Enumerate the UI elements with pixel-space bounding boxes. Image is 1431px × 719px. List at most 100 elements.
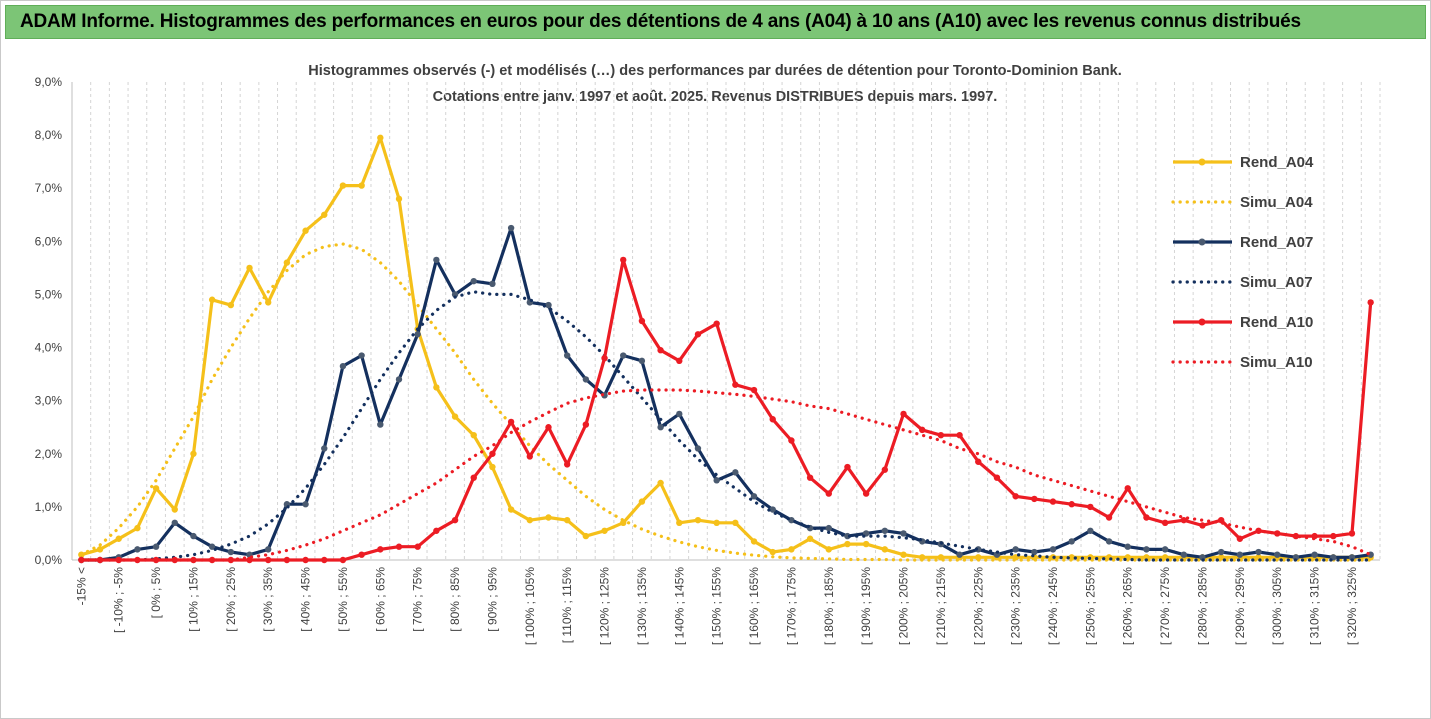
data-point-rend-a10 (96, 556, 104, 564)
x-tick-label: [ 90% ; 95% (485, 567, 499, 632)
data-point-rend-a04 (620, 519, 627, 527)
data-point-rend-a07 (1217, 548, 1225, 556)
data-point-rend-a04 (321, 211, 328, 218)
data-point-rend-a04 (227, 301, 235, 309)
data-point-rend-a07 (470, 277, 477, 285)
data-point-rend-a07 (1031, 548, 1038, 556)
data-point-rend-a07 (900, 530, 907, 537)
data-point-rend-a07 (1274, 551, 1281, 558)
data-point-rend-a10 (769, 416, 776, 423)
legend-label-simu-a10: Simu_A10 (1240, 354, 1313, 371)
x-tick-label: [ 40% ; 45% (299, 567, 313, 632)
data-point-rend-a10 (750, 386, 758, 394)
data-point-rend-a07 (582, 376, 590, 383)
data-point-rend-a04 (152, 485, 160, 492)
data-point-rend-a07 (1012, 546, 1019, 553)
x-tick-label: [ 190% ; 195% (859, 567, 873, 645)
data-point-rend-a04 (96, 546, 104, 553)
x-tick-label: [ 290% ; 295% (1233, 567, 1247, 645)
x-tick-label: [ 260% ; 265% (1121, 567, 1135, 645)
data-point-rend-a10 (507, 418, 515, 426)
data-point-rend-a10 (937, 431, 945, 439)
data-point-rend-a10 (265, 556, 272, 564)
data-point-rend-a04 (601, 527, 608, 534)
data-point-rend-a07 (1143, 546, 1150, 553)
data-point-rend-a04 (694, 516, 702, 524)
data-point-rend-a04 (545, 514, 552, 521)
data-point-rend-a10 (657, 347, 664, 354)
x-tick-label: [ 300% ; 305% (1270, 567, 1284, 645)
data-point-rend-a10 (713, 320, 720, 327)
data-point-rend-a07 (171, 519, 178, 527)
data-point-rend-a07 (1236, 551, 1244, 558)
data-point-rend-a10 (825, 490, 832, 497)
data-point-rend-a10 (1292, 532, 1300, 540)
data-point-rend-a04 (115, 535, 122, 542)
data-point-rend-a07 (433, 256, 440, 264)
data-point-rend-a07 (638, 357, 646, 365)
data-point-rend-a10 (395, 543, 403, 550)
data-point-rend-a07 (825, 524, 832, 532)
data-point-rend-a07 (1087, 527, 1094, 534)
data-point-rend-a07 (395, 376, 403, 383)
legend-label-rend-a07: Rend_A07 (1240, 234, 1313, 251)
data-point-rend-a07 (152, 543, 160, 550)
x-tick-label: [ 70% ; 75% (411, 567, 425, 632)
chart-subtitle-line2: Cotations entre janv. 1997 et août. 2025… (433, 89, 998, 105)
data-point-rend-a04 (881, 546, 889, 553)
data-point-rend-a10 (1124, 485, 1131, 492)
legend-marker-rend-a07 (1198, 238, 1206, 246)
data-point-rend-a10 (489, 450, 496, 457)
y-tick-label: 5,0% (35, 287, 63, 301)
x-tick-label: [ 320% ; 325% (1345, 567, 1359, 645)
x-tick-label: [ -10% ; -5% (112, 567, 126, 633)
data-point-rend-a07 (563, 352, 571, 359)
report-banner: ADAM Informe. Histogrammes des performan… (5, 5, 1426, 39)
x-tick-label: [ 120% ; 125% (598, 567, 612, 645)
data-point-rend-a07 (676, 410, 683, 418)
x-tick-label: [ 160% ; 165% (747, 567, 761, 645)
data-point-rend-a10 (582, 421, 590, 428)
data-point-rend-a04 (395, 195, 403, 203)
data-point-rend-a04 (657, 479, 664, 487)
data-point-rend-a10 (377, 546, 384, 553)
data-point-rend-a07 (507, 224, 515, 232)
data-point-rend-a07 (694, 445, 702, 452)
data-point-rend-a04 (265, 299, 272, 306)
series-line-rend-a10 (81, 258, 1373, 562)
data-point-rend-a04 (470, 431, 477, 439)
x-tick-label: [ 240% ; 245% (1046, 567, 1060, 645)
x-tick-label: [ 170% ; 175% (784, 567, 798, 645)
data-point-rend-a07 (451, 291, 459, 298)
data-point-rend-a10 (563, 461, 571, 468)
data-point-rend-a04 (451, 413, 459, 420)
x-tick-label: [ 230% ; 235% (1009, 567, 1023, 645)
x-tick-label: [ 20% ; 25% (224, 567, 238, 632)
data-point-rend-a10 (526, 453, 533, 460)
x-tick-label: [ 180% ; 185% (822, 567, 836, 645)
y-tick-label: 9,0% (35, 75, 63, 89)
legend-label-rend-a10: Rend_A10 (1240, 314, 1313, 331)
data-point-rend-a10 (152, 556, 160, 564)
data-point-rend-a10 (470, 474, 477, 481)
data-point-rend-a04 (563, 516, 571, 524)
x-tick-label: [ 250% ; 255% (1083, 567, 1097, 645)
data-point-rend-a04 (638, 498, 646, 505)
x-tick-label: [ 80% ; 85% (448, 567, 462, 632)
data-point-rend-a10 (115, 556, 122, 564)
data-point-rend-a07 (489, 280, 496, 288)
data-point-rend-a07 (713, 477, 720, 484)
data-point-rend-a10 (694, 331, 702, 338)
data-point-rend-a07 (414, 331, 421, 338)
data-point-rend-a07 (1348, 554, 1356, 561)
y-tick-label: 0,0% (35, 553, 63, 567)
data-point-rend-a10 (358, 551, 365, 558)
data-point-rend-a10 (1105, 514, 1113, 521)
data-point-rend-a04 (358, 182, 365, 189)
data-point-rend-a10 (1236, 535, 1244, 542)
x-tick-label: [ 30% ; 35% (261, 567, 275, 632)
data-point-rend-a10 (638, 317, 646, 325)
data-point-rend-a07 (1255, 548, 1262, 556)
data-point-rend-a10 (900, 410, 907, 418)
